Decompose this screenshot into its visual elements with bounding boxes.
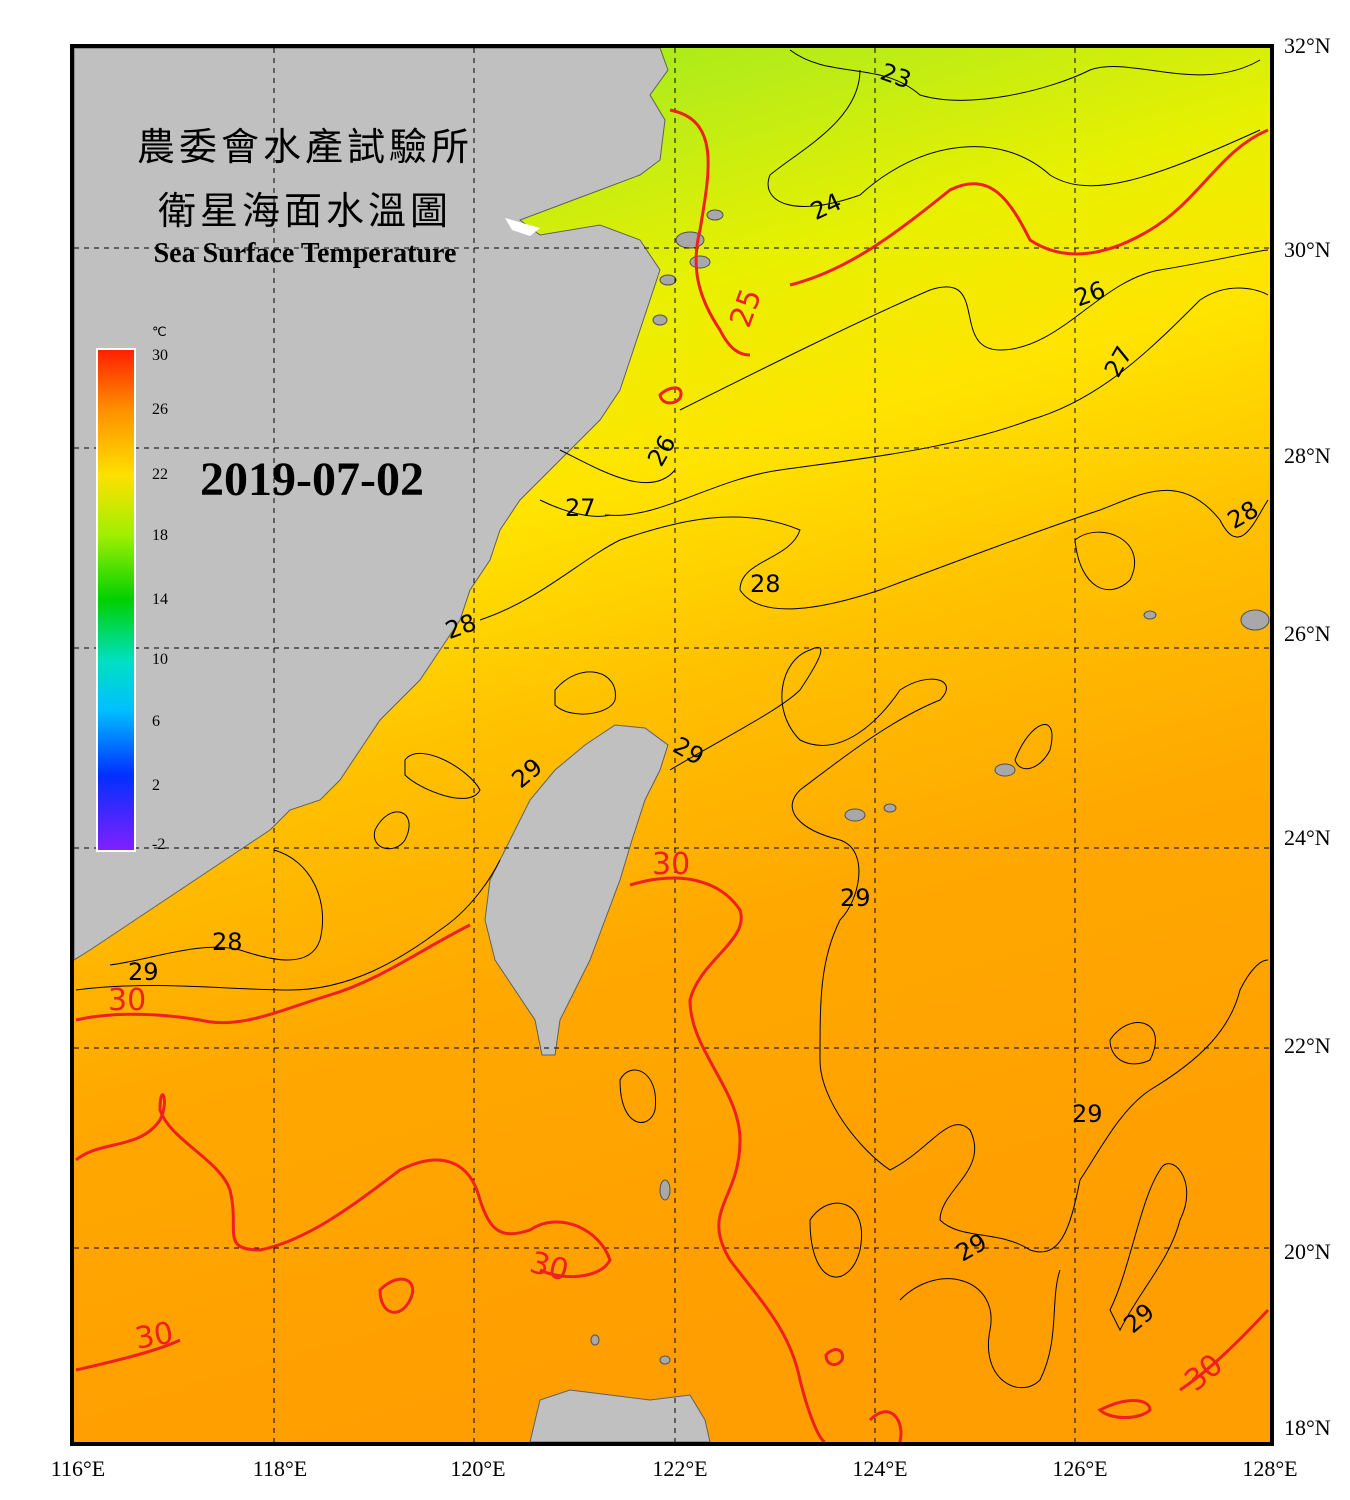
isotherm-29-loop3 bbox=[373, 811, 410, 850]
map-date: 2019-07-02 bbox=[200, 453, 424, 506]
isotherm-30-west bbox=[75, 923, 471, 1025]
label-29-d: 29 bbox=[1072, 1100, 1103, 1128]
isotherm-30-loop4 bbox=[824, 1348, 845, 1367]
isotherm-25-a bbox=[669, 108, 751, 357]
lat-label: 26°N bbox=[1284, 621, 1331, 646]
label-29-g: 29 bbox=[128, 958, 159, 986]
isotherm-29-loop8 bbox=[1109, 1022, 1156, 1065]
lon-label: 124°E bbox=[852, 1456, 908, 1481]
lat-label: 28°N bbox=[1284, 443, 1331, 468]
colorbar-tick: 26 bbox=[152, 401, 168, 418]
colorbar bbox=[96, 348, 136, 852]
lat-label: 32°N bbox=[1284, 33, 1331, 58]
taiwan-island bbox=[484, 724, 669, 1056]
isotherm-30-loop bbox=[378, 1277, 415, 1314]
label-27-b: 27 bbox=[565, 494, 596, 522]
graticule bbox=[74, 48, 1270, 1442]
lat-label: 18°N bbox=[1284, 1415, 1331, 1440]
isotherm-30-mid bbox=[629, 876, 826, 1442]
title-chinese-institute: 農委會水產試驗所 bbox=[136, 125, 473, 169]
isotherm-26-coast bbox=[559, 449, 676, 484]
title-english: Sea Surface Temperature bbox=[153, 238, 457, 269]
lon-label: 126°E bbox=[1052, 1456, 1108, 1481]
isotherms-black bbox=[75, 49, 1269, 1389]
isotherm-26-north bbox=[679, 249, 1269, 411]
isotherm-29-loop5 bbox=[1014, 724, 1053, 770]
isotherm-29-east bbox=[1079, 959, 1269, 1181]
colorbar-tick: 18 bbox=[152, 527, 168, 544]
lon-label: 120°E bbox=[450, 1456, 506, 1481]
isotherm-27-coast bbox=[539, 499, 611, 517]
isotherms-red bbox=[75, 108, 1270, 1442]
lat-label: 30°N bbox=[1284, 237, 1331, 262]
label-30-b: 30 bbox=[108, 983, 146, 1018]
title-chinese-sst: 衛星海面水溫圖 bbox=[157, 189, 452, 233]
isotherm-24 bbox=[767, 69, 1261, 207]
lon-label: 128°E bbox=[1242, 1456, 1298, 1481]
china-mainland bbox=[74, 48, 669, 961]
colorbar-tick: 14 bbox=[152, 591, 168, 608]
isotherm-30-se bbox=[1179, 1308, 1270, 1392]
isotherm-30-south bbox=[75, 1093, 612, 1279]
lat-label: 22°N bbox=[1284, 1033, 1331, 1058]
isotherm-30-sw bbox=[75, 1338, 181, 1372]
label-28-d: 28 bbox=[212, 928, 243, 956]
luzon-island bbox=[529, 1389, 711, 1442]
label-30-d: 30 bbox=[132, 1316, 176, 1357]
lat-label: 20°N bbox=[1284, 1239, 1331, 1264]
colorbar-tick: 2 bbox=[152, 777, 160, 794]
lon-label: 118°E bbox=[252, 1456, 308, 1481]
isotherm-27 bbox=[604, 287, 1269, 516]
colorbar-tick: 22 bbox=[152, 466, 168, 483]
label-28-a: 28 bbox=[750, 570, 781, 598]
isotherm-28-north bbox=[479, 489, 1269, 621]
lon-label: 116°E bbox=[50, 1456, 106, 1481]
isotherm-29-west bbox=[75, 859, 501, 991]
isotherm-29-loop1 bbox=[554, 671, 616, 715]
isotherm-29-main bbox=[669, 647, 1081, 1253]
isotherm-29-loop2 bbox=[404, 753, 481, 799]
isotherm-30-loop3 bbox=[868, 1410, 903, 1442]
isotherm-29-loop9 bbox=[899, 1269, 1061, 1389]
colorbar-tick: 30 bbox=[152, 347, 168, 364]
isotherm-25-b bbox=[789, 128, 1269, 287]
colorbar-tick: 6 bbox=[152, 713, 160, 730]
isotherm-25-loop bbox=[658, 386, 683, 405]
isotherm-29-loop4 bbox=[1074, 531, 1136, 590]
ryukyu-islands bbox=[590, 609, 1270, 1365]
isotherm-30-loop2 bbox=[1097, 1399, 1152, 1419]
label-29-c: 29 bbox=[840, 884, 871, 912]
colorbar-tick: 10 bbox=[152, 651, 168, 668]
lat-label: 24°N bbox=[1284, 825, 1331, 850]
colorbar-tick: -2 bbox=[152, 836, 166, 853]
estuary bbox=[505, 218, 540, 236]
isotherm-23 bbox=[789, 49, 1261, 101]
label-30-a: 30 bbox=[652, 847, 690, 882]
isotherm-28-west bbox=[109, 849, 324, 966]
isotherm-29-loop7 bbox=[809, 1202, 862, 1278]
colorbar-unit: ℃ bbox=[152, 324, 167, 339]
isotherm-29-loop6 bbox=[619, 1069, 657, 1123]
isotherm-29-loop10 bbox=[1109, 1163, 1188, 1332]
lon-label: 122°E bbox=[652, 1456, 708, 1481]
